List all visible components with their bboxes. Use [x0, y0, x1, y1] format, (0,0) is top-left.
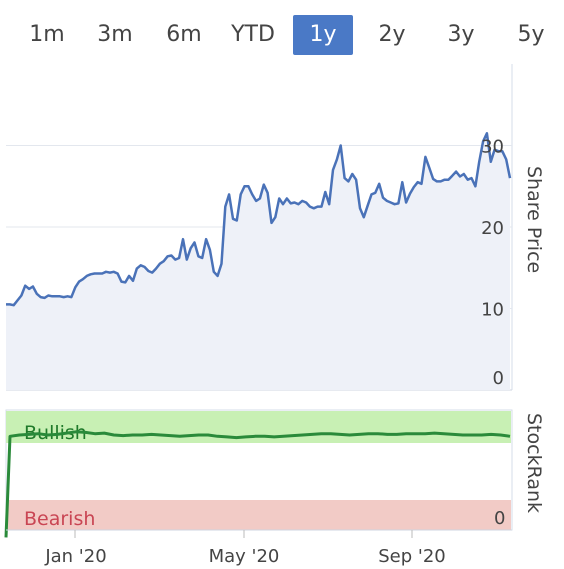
bearish-label: Bearish	[24, 508, 95, 530]
stockrank-line	[4, 430, 511, 538]
range-3y-button[interactable]: 3y	[447, 22, 475, 47]
stockrank-zero-label: 0	[494, 508, 505, 529]
x-tick-label-may: May '20	[209, 546, 280, 567]
range-5y-button[interactable]: 5y	[517, 22, 545, 47]
range-ytd-button[interactable]: YTD	[231, 22, 275, 47]
price-tick-label-20: 20	[481, 218, 504, 239]
range-3m-button[interactable]: 3m	[97, 22, 133, 47]
range-2y-button[interactable]: 2y	[378, 22, 406, 47]
bullish-label: Bullish	[24, 422, 87, 444]
price-area-fill	[6, 133, 510, 391]
share-price-axis-title: Share Price	[523, 166, 545, 274]
x-tick-label-jan: Jan '20	[44, 546, 106, 567]
price-tick-label-10: 10	[481, 300, 504, 321]
stockrank-axis-title: StockRank	[523, 413, 545, 514]
share-price-line	[6, 132, 512, 307]
bearish-zone	[6, 500, 511, 530]
x-tick-label-sep: Sep '20	[378, 546, 446, 567]
range-6m-button[interactable]: 6m	[166, 22, 202, 47]
price-tick-label-30: 30	[481, 137, 504, 158]
range-1m-button[interactable]: 1m	[29, 22, 65, 47]
range-selector: 1m 3m 6m YTD 1y 2y 3y 5y	[0, 0, 564, 60]
price-tick-label-0: 0	[493, 368, 504, 389]
price-tick-labels: 0 10 20 30	[481, 137, 504, 390]
range-1y-button[interactable]: 1y	[293, 15, 353, 55]
